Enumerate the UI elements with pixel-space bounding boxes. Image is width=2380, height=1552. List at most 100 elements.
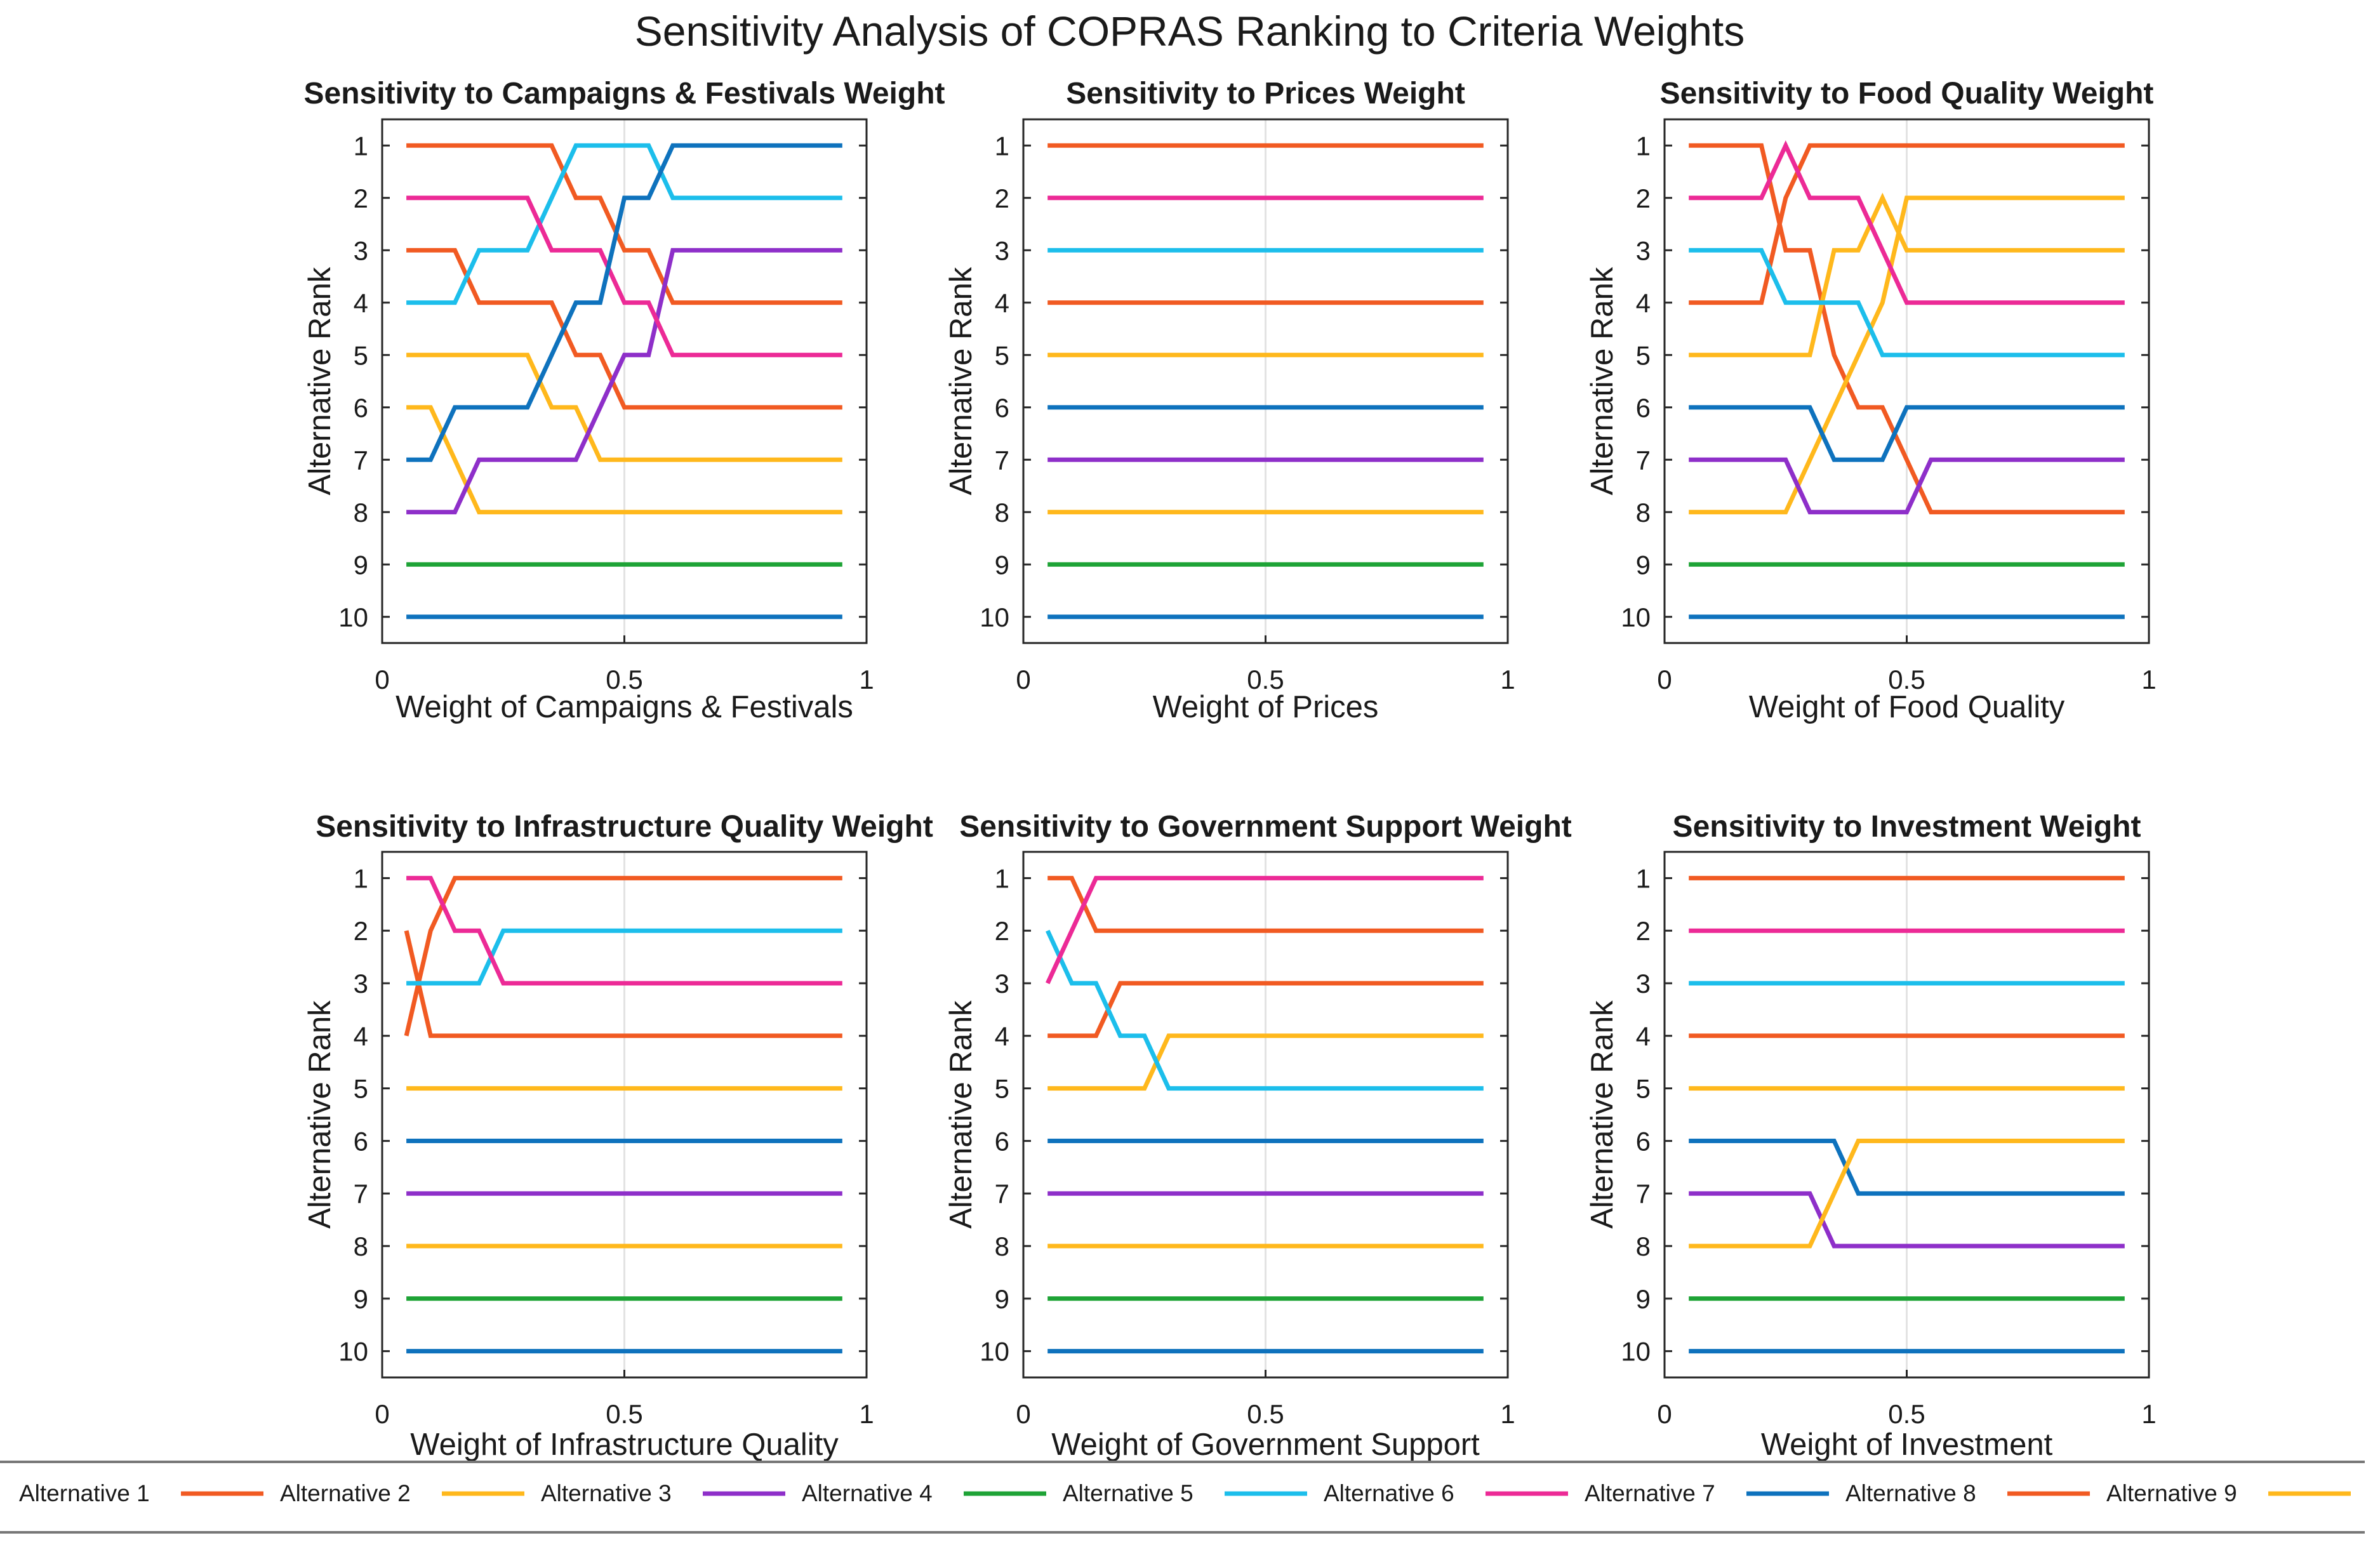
legend-label: Alternative 7 [1585,1480,1715,1506]
y-tick-label: 7 [1636,445,1651,475]
x-tick-label: 1 [859,665,874,694]
chart-title: Sensitivity to Investment Weight [1673,810,2141,844]
y-tick-label: 2 [995,183,1009,213]
series-line [1689,196,2125,515]
series-line [1689,457,2125,515]
chart-panel: 1 2 3 4 5 6 7 8 9 10 0 0.5 1 Sensitivity to Campaigns… [303,77,945,724]
y-tick-label: 3 [995,969,1009,998]
y-tick-label: 8 [354,498,368,527]
chart-panel: 1 2 3 4 5 6 7 8 9 10 0 0.5 1 Sensitivity to Governmen… [944,810,1572,1462]
series-line [406,143,842,462]
y-tick-label: 4 [354,288,368,318]
y-tick-label: 9 [1636,550,1651,580]
legend-label: Alternative 4 [802,1480,933,1506]
y-tick-label: 8 [1636,1231,1651,1261]
legend: Alternative 1 Alternative 2 Alternative 3 A… [0,1461,2365,1534]
chart-title: Sensitivity to Infrastructure Quality We… [316,810,933,844]
series-line [406,196,842,357]
y-tick-label: 4 [1636,288,1651,318]
series-line [1689,143,2125,305]
y-tick-label: 9 [995,1284,1009,1314]
x-axis-label: Weight of Government Support [1051,1428,1480,1462]
y-tick-label: 1 [1636,131,1651,161]
y-tick-label: 8 [995,498,1009,527]
y-tick-label: 5 [354,340,368,370]
legend-label: Alternative 5 [1063,1480,1193,1506]
y-tick-label: 5 [354,1074,368,1104]
y-axis-label: Alternative Rank [1585,267,1619,495]
y-tick-label: 5 [1636,340,1651,370]
y-tick-label: 4 [354,1021,368,1051]
series-line [1046,875,1484,985]
legend-label: Alternative 6 [1324,1480,1454,1506]
x-tick-label: 1 [2141,665,2156,694]
y-tick-label: 1 [995,863,1009,893]
x-tick-label: 0 [1016,1399,1030,1429]
y-tick-label: 9 [354,550,368,580]
y-tick-label: 9 [1636,1284,1651,1314]
x-axis-label: Weight of Infrastructure Quality [410,1428,839,1462]
y-tick-label: 10 [338,602,368,632]
chart-title: Sensitivity to Food Quality Weight [1660,77,2154,110]
y-tick-label: 6 [995,1126,1009,1156]
x-tick-label: 0 [1016,665,1030,694]
y-tick-label: 2 [354,183,368,213]
y-axis-label: Alternative Rank [944,267,978,495]
y-axis-label: Alternative Rank [303,267,337,495]
legend-label: Alternative 2 [280,1480,411,1506]
y-tick-label: 7 [995,445,1009,475]
y-tick-label: 10 [1621,1337,1651,1367]
x-tick-label: 0 [1657,1399,1672,1429]
x-tick-label: 0 [1657,665,1672,694]
series-line [404,930,842,1038]
series-line [1689,248,2125,357]
series-line [1689,1138,2125,1249]
y-tick-label: 6 [1636,1126,1651,1156]
x-axis-label: Weight of Campaigns & Festivals [396,690,853,724]
y-tick-label: 5 [995,340,1009,370]
chart-title: Sensitivity to Campaigns & Festivals Wei… [303,77,945,110]
series-line [406,143,842,305]
x-axis-label: Weight of Prices [1153,690,1379,724]
y-tick-label: 3 [354,969,368,998]
y-tick-label: 6 [995,393,1009,423]
y-tick-label: 3 [1636,969,1651,998]
x-tick-label: 0.5 [1247,665,1284,694]
chart-title: Sensitivity to Prices Weight [1066,77,1465,110]
y-tick-label: 4 [995,1021,1009,1051]
x-axis-label: Weight of Food Quality [1749,690,2065,724]
x-tick-label: 0.5 [1247,1399,1284,1429]
x-tick-label: 0 [375,665,389,694]
y-axis-label: Alternative Rank [303,1000,337,1229]
y-tick-label: 10 [338,1337,368,1367]
y-tick-label: 6 [354,1126,368,1156]
chart-panel: 1 2 3 4 5 6 7 8 9 10 0 0.5 1 Sensitivity to Investmen… [1585,810,2157,1462]
y-tick-label: 6 [354,393,368,423]
y-tick-label: 5 [1636,1074,1651,1104]
y-tick-label: 1 [1636,863,1651,893]
y-tick-label: 7 [354,1179,368,1209]
y-tick-label: 3 [1636,235,1651,265]
y-tick-label: 9 [354,1284,368,1314]
y-tick-label: 9 [995,550,1009,580]
y-tick-label: 7 [354,445,368,475]
y-tick-label: 3 [354,235,368,265]
y-axis-label: Alternative Rank [1585,1000,1619,1229]
y-tick-label: 7 [1636,1179,1651,1209]
series-line [406,248,842,515]
x-tick-label: 0.5 [606,665,642,694]
y-tick-label: 7 [995,1179,1009,1209]
y-tick-label: 1 [354,863,368,893]
y-tick-label: 10 [980,602,1009,632]
series-line [406,405,842,515]
x-tick-label: 0.5 [606,1399,642,1429]
y-tick-label: 4 [1636,1021,1651,1051]
y-tick-label: 6 [1636,393,1651,423]
series-line [1046,929,1484,1091]
series-line [1689,405,2125,462]
y-tick-label: 1 [995,131,1009,161]
chart-panel: 1 2 3 4 5 6 7 8 9 10 0 0.5 1 Sensitivity to Infrastru… [303,810,933,1462]
